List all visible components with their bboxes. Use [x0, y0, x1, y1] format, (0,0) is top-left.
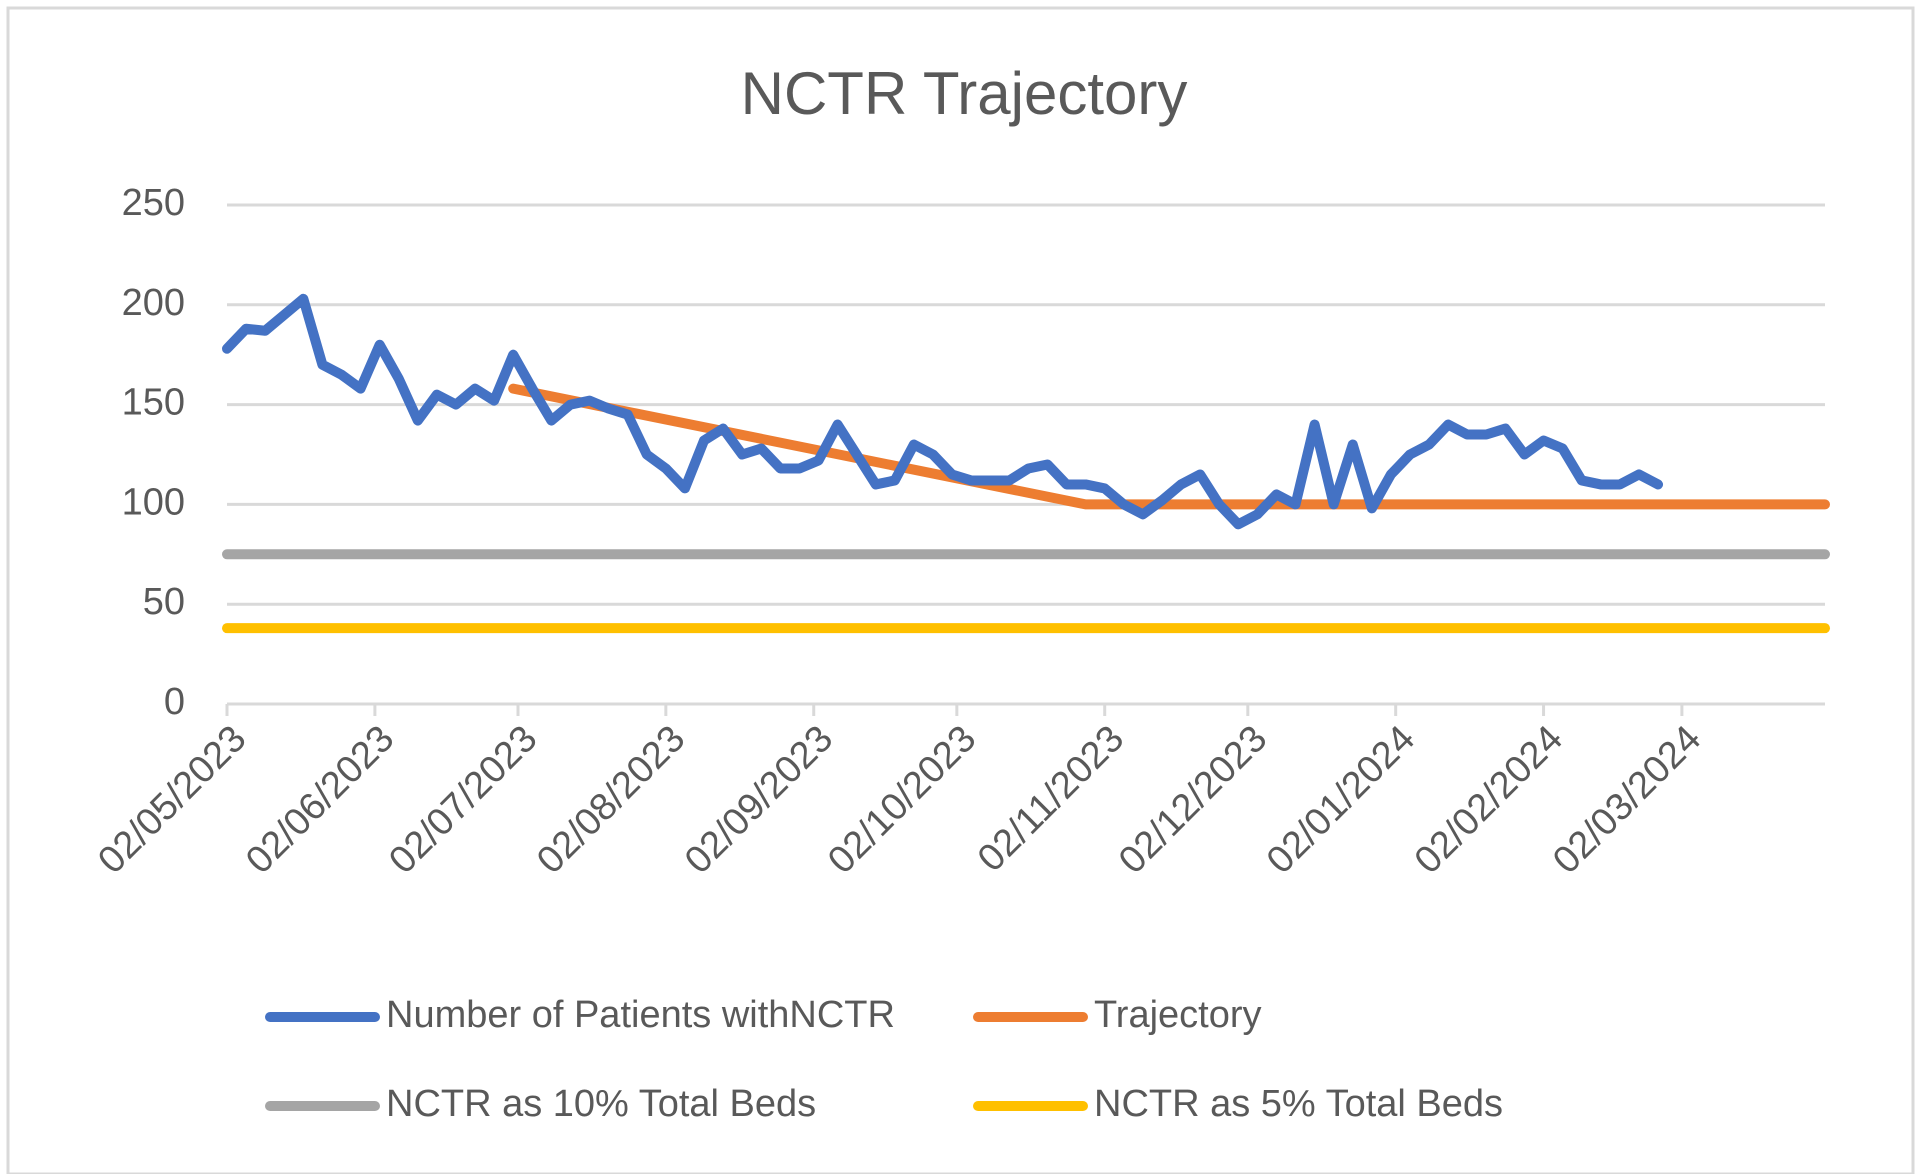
series-line: [508, 383, 1830, 510]
legend-label: NCTR as 5% Total Beds: [1094, 1083, 1503, 1125]
legend-label: Number of Patients withNCTR: [386, 994, 895, 1036]
y-tick-label: 200: [122, 282, 185, 324]
chart-title: NCTR Trajectory: [741, 60, 1188, 127]
legend-label: NCTR as 10% Total Beds: [386, 1083, 816, 1125]
y-tick-label: 0: [164, 681, 185, 723]
y-tick-label: 50: [143, 581, 185, 623]
y-tick-label: 150: [122, 382, 185, 424]
series-line: [222, 293, 1664, 530]
y-tick-label: 100: [122, 481, 185, 523]
y-tick-label: 250: [122, 182, 185, 224]
chart-border: [6, 6, 1915, 1174]
legend-label: Trajectory: [1094, 994, 1262, 1036]
